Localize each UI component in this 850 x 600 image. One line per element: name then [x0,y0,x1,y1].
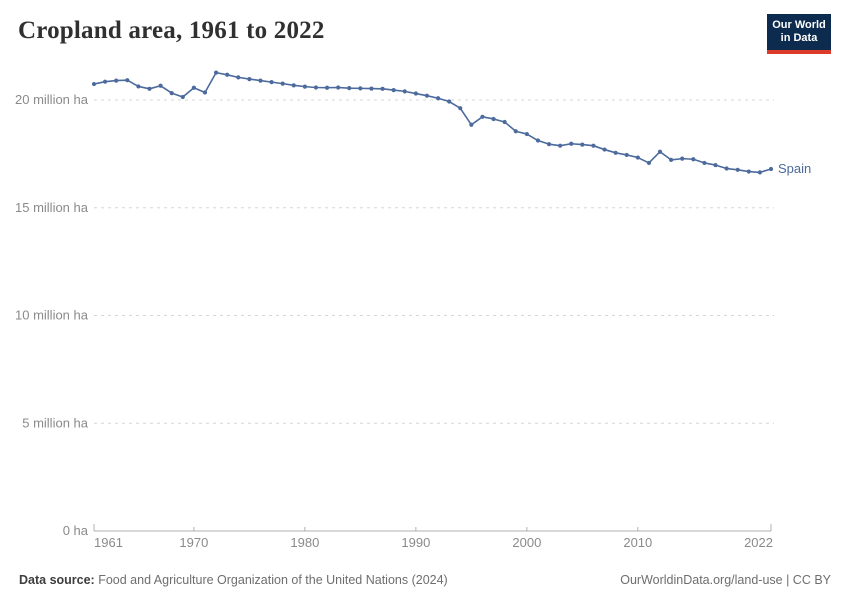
data-source: Data source: Food and Agriculture Organi… [19,573,448,587]
y-tick-label: 5 million ha [22,415,89,430]
data-point[interactable] [213,70,219,75]
data-point[interactable] [91,81,97,87]
data-point[interactable] [502,119,507,125]
data-point[interactable] [713,162,718,168]
x-tick-label: 1990 [401,535,430,550]
x-axis: 1961 1970 1980 1990 2000 2010 2022 [93,524,773,550]
x-tick-label: 1970 [179,535,208,550]
data-point[interactable] [469,122,474,127]
y-tick-label: 10 million ha [15,308,89,323]
data-point[interactable] [358,86,363,91]
data-point[interactable] [624,152,629,158]
data-point[interactable] [535,138,541,143]
x-tick-label: 2022 [744,535,773,550]
data-source-label: Data source: [19,573,95,587]
data-point[interactable] [768,166,774,172]
data-point[interactable] [269,80,274,85]
data-point[interactable] [613,150,618,155]
data-point[interactable] [458,106,463,111]
data-point[interactable] [147,86,152,91]
data-point[interactable] [114,78,119,83]
data-point[interactable] [746,169,751,174]
data-point[interactable] [602,147,607,152]
owid-logo-line1: Our World [772,19,826,31]
data-point[interactable] [702,160,707,166]
page-title: Cropland area, 1961 to 2022 [18,17,325,44]
entity-label[interactable]: Spain [778,161,811,176]
data-point[interactable] [313,85,319,90]
data-point[interactable] [102,79,108,84]
data-point[interactable] [580,142,585,147]
data-point[interactable] [591,143,596,148]
data-point[interactable] [435,96,441,101]
x-tick-label: 1980 [290,535,319,550]
data-point[interactable] [236,75,241,80]
y-tick-label: 15 million ha [15,200,89,215]
data-point[interactable] [225,72,230,77]
data-point[interactable] [324,85,330,90]
data-point[interactable] [669,157,674,163]
data-point[interactable] [413,91,418,96]
data-point[interactable] [347,86,352,91]
series-line[interactable] [93,71,772,174]
data-point[interactable] [291,83,296,88]
x-tick-label: 2010 [623,535,652,550]
data-point[interactable] [447,99,452,104]
data-point[interactable] [546,142,552,147]
data-point[interactable] [258,78,263,83]
logo-accent-bar [767,50,831,54]
data-point[interactable] [524,131,529,137]
data-point[interactable] [402,89,407,94]
data-point[interactable] [302,84,307,89]
owid-logo-line2: in Data [780,32,818,44]
data-point[interactable] [491,116,496,122]
data-point[interactable] [691,157,696,162]
data-point[interactable] [558,143,563,148]
data-point[interactable] [369,86,374,91]
credit-link[interactable]: OurWorldinData.org/land-use | CC BY [620,573,831,587]
y-tick-label: 0 ha [63,523,89,538]
footer: Data source: Food and Agriculture Organi… [0,573,850,587]
data-point[interactable] [136,84,141,89]
data-point[interactable] [724,166,729,171]
annotations: Spain [778,161,811,176]
owid-logo[interactable]: Our World in Data [767,14,831,54]
data-point[interactable] [646,160,652,166]
data-point[interactable] [569,141,574,146]
data-point[interactable] [480,114,485,119]
x-tick-label: 1961 [94,535,123,550]
data-point[interactable] [680,156,685,161]
data-point[interactable] [336,85,341,90]
data-point[interactable] [635,155,640,160]
data-point[interactable] [280,81,285,86]
data-point[interactable] [125,78,130,83]
data-point[interactable] [657,149,663,154]
data-point[interactable] [169,91,174,96]
data-point[interactable] [757,170,763,175]
data-point[interactable] [191,85,196,90]
data-point[interactable] [513,129,518,134]
data-point[interactable] [424,93,430,98]
data-point[interactable] [158,83,163,88]
data-point[interactable] [247,76,252,82]
data-point[interactable] [202,90,208,95]
data-point[interactable] [180,94,185,100]
data-point[interactable] [735,167,740,172]
data-point[interactable] [380,86,385,91]
gridlines: 0 ha 5 million ha 10 million ha 15 million … [15,92,774,538]
line-chart[interactable]: 0 ha 5 million ha 10 million ha 15 million … [0,0,850,560]
series-group[interactable] [91,70,774,175]
y-tick-label: 20 million ha [15,92,89,107]
data-point[interactable] [391,87,396,93]
x-tick-label: 2000 [512,535,541,550]
data-source-text: Food and Agriculture Organization of the… [94,573,448,587]
